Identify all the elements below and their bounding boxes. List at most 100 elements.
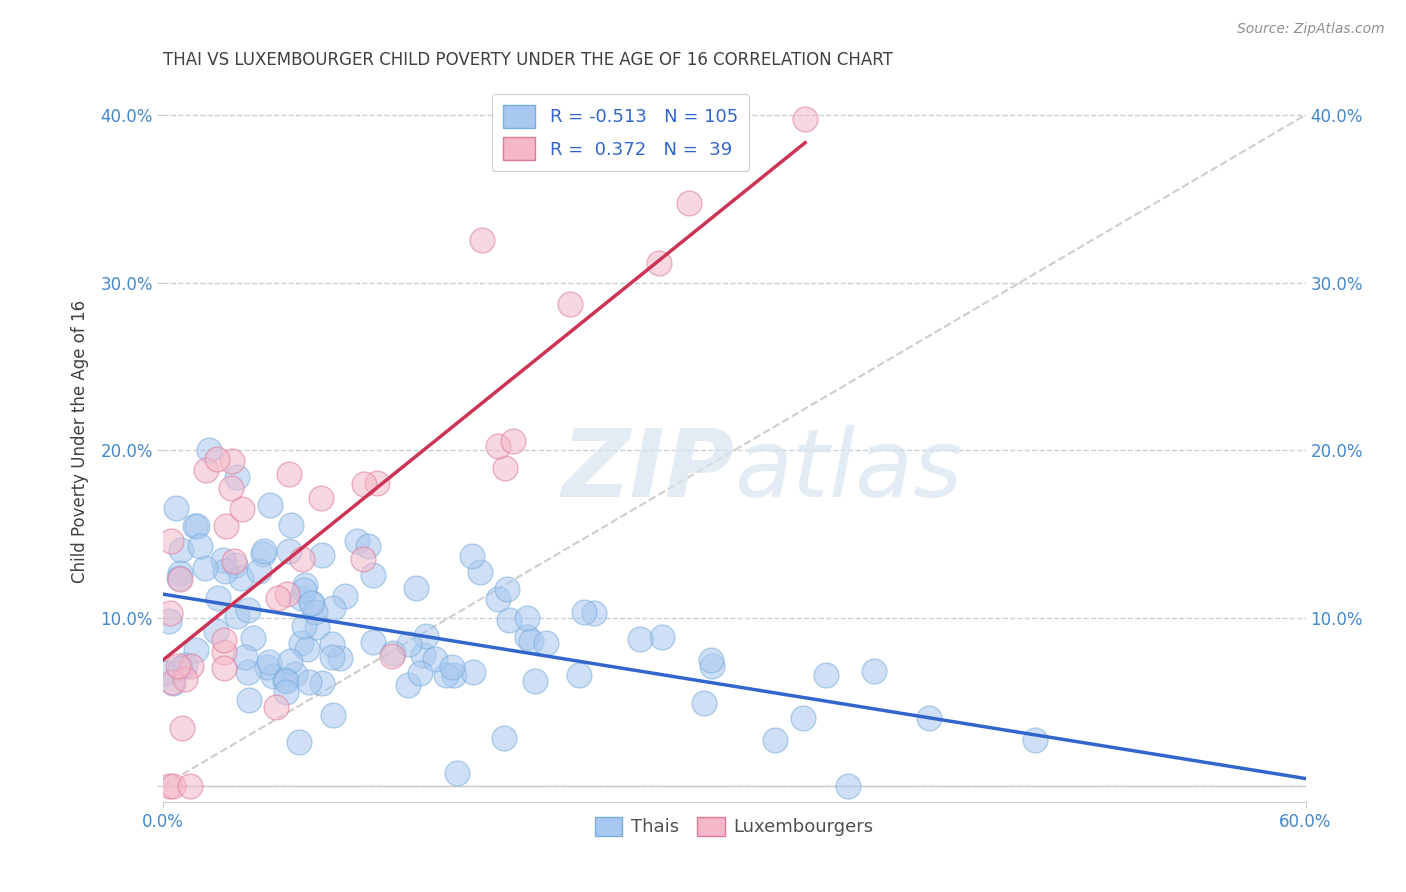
- Point: [212, 632, 235, 647]
- Point: [256, 660, 278, 674]
- Point: [157, 614, 180, 628]
- Point: [309, 491, 332, 506]
- Point: [678, 195, 700, 210]
- Legend: Thais, Luxembourgers: Thais, Luxembourgers: [588, 810, 882, 844]
- Point: [361, 568, 384, 582]
- Point: [534, 636, 557, 650]
- Point: [253, 544, 276, 558]
- Point: [382, 646, 405, 660]
- Point: [288, 735, 311, 749]
- Point: [304, 605, 326, 619]
- Point: [292, 582, 315, 597]
- Point: [361, 635, 384, 649]
- Point: [486, 591, 509, 606]
- Point: [169, 661, 191, 675]
- Point: [307, 620, 329, 634]
- Point: [180, 659, 202, 673]
- Point: [277, 543, 299, 558]
- Point: [329, 651, 352, 665]
- Point: [214, 564, 236, 578]
- Point: [153, 666, 176, 681]
- Point: [792, 711, 814, 725]
- Point: [184, 643, 207, 657]
- Point: [179, 779, 201, 793]
- Point: [259, 498, 281, 512]
- Point: [815, 668, 838, 682]
- Point: [520, 634, 543, 648]
- Point: [494, 461, 516, 475]
- Point: [212, 552, 235, 566]
- Point: [628, 632, 651, 647]
- Point: [284, 667, 307, 681]
- Point: [398, 637, 420, 651]
- Point: [249, 564, 271, 578]
- Point: [486, 439, 509, 453]
- Point: [648, 256, 671, 270]
- Point: [157, 779, 180, 793]
- Point: [321, 637, 343, 651]
- Point: [409, 666, 432, 681]
- Point: [297, 642, 319, 657]
- Point: [516, 630, 538, 644]
- Point: [274, 674, 297, 689]
- Point: [322, 707, 344, 722]
- Point: [169, 572, 191, 586]
- Point: [188, 540, 211, 554]
- Text: atlas: atlas: [734, 425, 963, 516]
- Point: [252, 547, 274, 561]
- Point: [702, 659, 724, 673]
- Point: [162, 779, 184, 793]
- Point: [262, 669, 284, 683]
- Point: [572, 606, 595, 620]
- Point: [174, 672, 197, 686]
- Point: [162, 676, 184, 690]
- Point: [224, 558, 246, 572]
- Point: [276, 587, 298, 601]
- Point: [236, 603, 259, 617]
- Point: [236, 665, 259, 679]
- Point: [162, 675, 184, 690]
- Point: [918, 711, 941, 725]
- Point: [560, 297, 582, 311]
- Point: [291, 552, 314, 566]
- Point: [863, 664, 886, 678]
- Point: [160, 534, 183, 549]
- Point: [461, 665, 484, 679]
- Point: [212, 661, 235, 675]
- Point: [322, 601, 344, 615]
- Point: [207, 591, 229, 606]
- Point: [165, 501, 187, 516]
- Point: [446, 766, 468, 780]
- Point: [1024, 733, 1046, 747]
- Point: [794, 112, 817, 126]
- Point: [333, 589, 356, 603]
- Point: [311, 549, 333, 563]
- Point: [186, 519, 208, 533]
- Point: [231, 501, 253, 516]
- Point: [321, 649, 343, 664]
- Point: [274, 673, 297, 688]
- Point: [215, 519, 238, 533]
- Point: [174, 658, 197, 673]
- Point: [434, 667, 457, 681]
- Point: [167, 659, 190, 673]
- Point: [170, 722, 193, 736]
- Point: [311, 675, 333, 690]
- Point: [425, 652, 447, 666]
- Point: [353, 477, 375, 491]
- Text: Source: ZipAtlas.com: Source: ZipAtlas.com: [1237, 22, 1385, 37]
- Point: [221, 454, 243, 468]
- Point: [496, 582, 519, 596]
- Point: [197, 443, 219, 458]
- Point: [301, 597, 323, 611]
- Point: [443, 668, 465, 682]
- Point: [299, 597, 322, 611]
- Point: [167, 571, 190, 585]
- Point: [651, 630, 673, 644]
- Point: [396, 678, 419, 692]
- Point: [516, 610, 538, 624]
- Point: [219, 481, 242, 495]
- Point: [278, 654, 301, 668]
- Point: [226, 470, 249, 484]
- Point: [292, 619, 315, 633]
